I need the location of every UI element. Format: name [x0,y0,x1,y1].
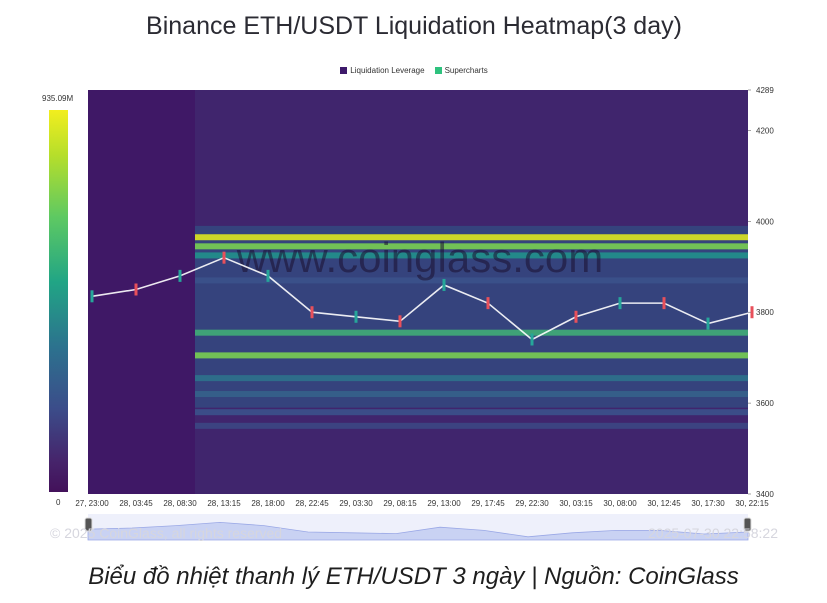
colorbar-min-label: 0 [56,498,61,507]
y-tick-label-2: 3800 [756,308,774,317]
liquidation-band-5 [195,352,748,359]
x-tick-label-9: 29, 17:45 [471,499,505,508]
x-tick-label-12: 30, 08:00 [603,499,637,508]
price-candle-8 [442,278,446,291]
navigator-area [87,521,749,541]
liquidation-band-3 [195,277,748,284]
x-tick-label-2: 28, 08:30 [163,499,197,508]
x-tick-label-6: 29, 03:30 [339,499,373,508]
liquidation-band-8 [195,409,748,416]
x-tick-label-15: 30, 22:15 [735,499,769,508]
legend-swatch-liquidation [340,67,348,74]
copyright-text: © 2025 CoinGlass, all rights reserved [50,525,283,541]
x-tick-label-3: 28, 13:15 [207,499,241,508]
x-tick-label-13: 30, 12:45 [647,499,681,508]
timestamp-text: 2025-07-30 22:58:22 [648,525,778,541]
colorbar-max-label: 935.09M [42,94,74,103]
image-caption: Biểu đồ nhiệt thanh lý ETH/USDT 3 ngày |… [88,563,739,590]
liquidation-band-1 [195,243,748,250]
chart-title: Binance ETH/USDT Liquidation Heatmap(3 d… [146,12,682,40]
legend-swatch-supercharts [434,67,442,74]
y-tick-label-0: 3400 [756,490,774,499]
price-candle-11 [574,310,578,323]
x-tick-label-5: 28, 22:45 [295,499,329,508]
chart-card: Binance ETH/USDT Liquidation Heatmap(3 d… [40,0,788,548]
y-tick-label-5: 4289 [756,86,774,95]
price-candle-4 [266,269,270,282]
legend-label-supercharts: Supercharts [444,66,488,75]
watermark-text: www.coinglass.com [236,234,603,281]
liquidation-band-7 [195,391,748,398]
liquidation-band-0 [195,234,748,241]
price-candle-5 [310,306,314,319]
price-candle-7 [398,315,402,328]
price-candle-12 [618,297,622,310]
navigator-handle-right[interactable] [743,517,752,532]
x-tick-label-4: 28, 18:00 [251,499,285,508]
price-candle-15 [750,306,754,319]
legend-label-liquidation: Liquidation Leverage [350,66,425,75]
x-tick-label-11: 30, 03:15 [559,499,593,508]
price-candle-10 [530,333,534,346]
y-tick-label-3: 4000 [756,217,774,226]
chart-legend: Liquidation Leverage Supercharts [40,66,788,75]
x-tick-label-10: 29, 22:30 [515,499,549,508]
liquidation-band-2 [195,252,748,259]
x-tick-label-7: 29, 08:15 [383,499,417,508]
price-candle-0 [90,290,94,303]
y-tick-label-1: 3600 [756,399,774,408]
x-tick-label-14: 30, 17:30 [691,499,725,508]
price-candle-1 [134,283,138,296]
heatmap-plot[interactable]: www.coinglass.com 3400 3600 3800 4000 4200 428… [40,0,788,548]
liquidation-band-9 [195,422,748,429]
price-candle-3 [222,251,226,264]
x-tick-label-1: 28, 03:45 [119,499,153,508]
liquidation-band-4 [195,329,748,336]
x-tick-label-0: 27, 23:00 [75,499,109,508]
price-candle-2 [178,269,182,282]
y-tick-label-4: 4200 [756,126,774,135]
legend-item-supercharts[interactable]: Supercharts [434,66,488,75]
price-candle-14 [706,317,710,330]
legend-item-liquidation[interactable]: Liquidation Leverage [340,66,425,75]
price-candle-9 [486,297,490,310]
price-candle-13 [662,297,666,310]
colorbar [49,110,68,492]
liquidation-band-6 [195,375,748,382]
x-tick-label-8: 29, 13:00 [427,499,461,508]
price-candle-6 [354,310,358,323]
navigator-handle-left[interactable] [84,517,93,532]
price-line [91,256,753,341]
